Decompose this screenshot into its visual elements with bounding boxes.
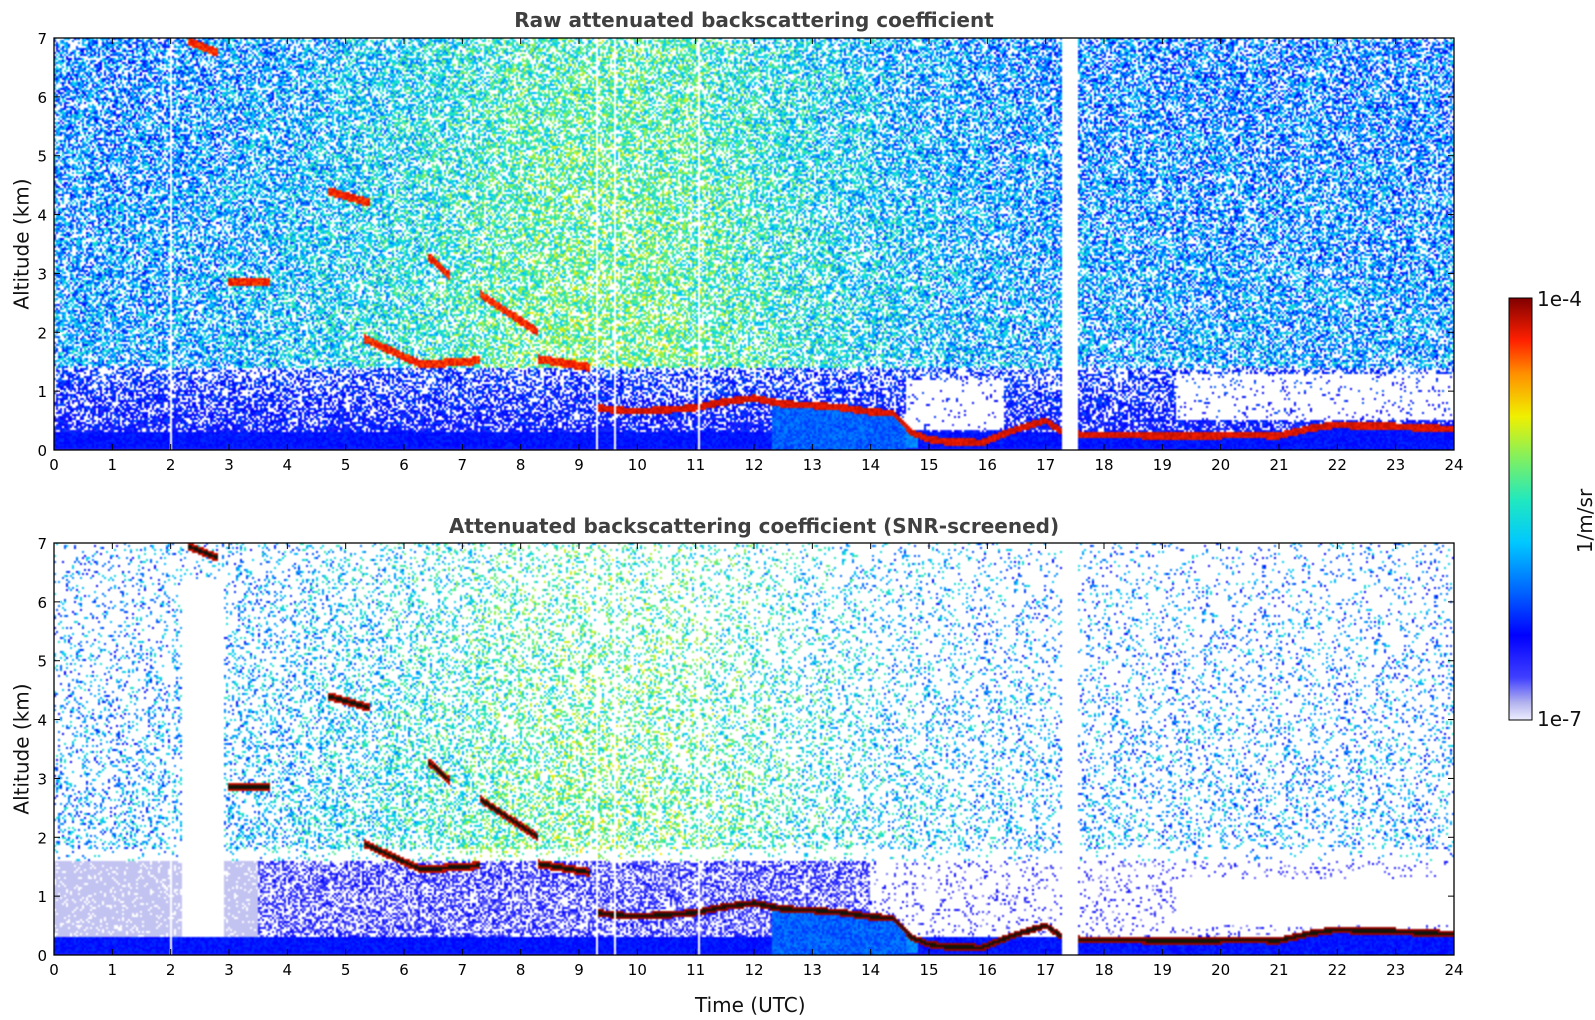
snr-x-tick-label: 9	[574, 961, 584, 979]
raw-y-tick-label: 3	[37, 265, 47, 283]
raw-x-tick-label: 8	[516, 456, 526, 474]
raw-y-tick-label: 7	[37, 30, 47, 48]
raw-x-tick-label: 12	[744, 456, 763, 474]
snr-x-tick-label: 20	[1211, 961, 1230, 979]
raw-y-tick-label: 6	[37, 89, 47, 107]
raw-x-tick-label: 3	[224, 456, 234, 474]
raw-x-tick-label: 9	[574, 456, 584, 474]
snr-y-tick-label: 5	[37, 653, 47, 671]
raw-axes: 0 1 2 3 4 5 6 7 8 9 10 11 12 13 14 15 16 17 18 19 20 21 22 23 24…	[37, 30, 1463, 474]
raw-y-axis-label: Altitude (km)	[9, 178, 34, 310]
snr-x-tick-label: 15	[919, 961, 938, 979]
raw-x-tick-label: 13	[803, 456, 822, 474]
snr-y-tick-label: 1	[37, 888, 47, 906]
snr-x-tick-label: 6	[399, 961, 409, 979]
raw-x-tick-label: 7	[458, 456, 468, 474]
snr-x-tick-label: 22	[1328, 961, 1347, 979]
raw-backscatter-panel: 0 1 2 3 4 5 6 7 8 9 10 11 12 13 14 15 16 17 18 19 20 21 22 23 24…	[37, 30, 1463, 474]
raw-x-tick-label: 2	[166, 456, 176, 474]
snr-x-tick-label: 7	[458, 961, 468, 979]
snr-x-tick-label: 5	[341, 961, 351, 979]
raw-x-tick-label: 5	[341, 456, 351, 474]
snr-x-tick-label: 3	[224, 961, 234, 979]
raw-x-tick-label: 23	[1386, 456, 1405, 474]
raw-x-tick-label: 6	[399, 456, 409, 474]
snr-x-tick-label: 10	[628, 961, 647, 979]
snr-x-tick-label: 1	[108, 961, 118, 979]
colorbar-max-label: 1e-4	[1537, 287, 1582, 311]
raw-y-tick-label: 2	[37, 324, 47, 342]
snr-screened-panel: 0 1 2 3 4 5 6 7 8 9 10 11 12 13 14 15 16 17 18 19 20 21 22 23 24…	[37, 535, 1463, 979]
raw-x-tick-label: 16	[978, 456, 997, 474]
raw-x-tick-label: 19	[1153, 456, 1172, 474]
snr-panel-title: Attenuated backscattering coefficient (S…	[448, 514, 1060, 538]
snr-x-tick-label: 23	[1386, 961, 1405, 979]
snr-y-tick-label: 2	[37, 829, 47, 847]
snr-x-tick-label: 2	[166, 961, 176, 979]
raw-x-tick-label: 18	[1094, 456, 1113, 474]
snr-y-tick-label: 7	[37, 535, 47, 553]
snr-x-tick-label: 11	[686, 961, 705, 979]
snr-x-tick-label: 8	[516, 961, 526, 979]
snr-heatmap	[54, 543, 1454, 955]
raw-x-tick-label: 14	[861, 456, 880, 474]
snr-x-tick-label: 17	[1036, 961, 1055, 979]
snr-x-tick-label: 12	[744, 961, 763, 979]
raw-y-tick-label: 5	[37, 148, 47, 166]
raw-heatmap	[54, 38, 1454, 450]
colorbar-gradient	[1508, 297, 1533, 721]
raw-panel-title: Raw attenuated backscattering coefficien…	[514, 8, 994, 32]
snr-x-tick-label: 16	[978, 961, 997, 979]
snr-x-tick-label: 24	[1444, 961, 1463, 979]
snr-x-tick-label: 14	[861, 961, 880, 979]
colorbar	[1508, 297, 1533, 721]
snr-x-tick-label: 0	[49, 961, 59, 979]
colorbar-unit-label: 1/m/sr	[1573, 488, 1595, 554]
snr-y-tick-label: 6	[37, 594, 47, 612]
raw-y-tick-label: 0	[37, 442, 47, 460]
raw-x-tick-label: 17	[1036, 456, 1055, 474]
raw-x-tick-label: 10	[628, 456, 647, 474]
snr-y-axis-label: Altitude (km)	[9, 683, 34, 815]
raw-y-tick-label: 4	[37, 207, 47, 225]
snr-x-tick-label: 4	[283, 961, 293, 979]
snr-x-tick-label: 21	[1269, 961, 1288, 979]
snr-heatmap-image	[54, 543, 1454, 955]
raw-x-tick-label: 15	[919, 456, 938, 474]
raw-x-tick-label: 0	[49, 456, 59, 474]
raw-heatmap-image	[54, 38, 1454, 450]
x-axis-label: Time (UTC)	[695, 993, 806, 1017]
snr-y-tick-label: 0	[37, 947, 47, 965]
raw-x-tick-label: 22	[1328, 456, 1347, 474]
snr-axes: 0 1 2 3 4 5 6 7 8 9 10 11 12 13 14 15 16 17 18 19 20 21 22 23 24…	[37, 535, 1463, 979]
raw-x-tick-label: 21	[1269, 456, 1288, 474]
snr-x-tick-label: 13	[803, 961, 822, 979]
raw-x-tick-label: 11	[686, 456, 705, 474]
snr-x-tick-label: 19	[1153, 961, 1172, 979]
colorbar-min-label: 1e-7	[1537, 707, 1582, 731]
snr-x-tick-label: 18	[1094, 961, 1113, 979]
raw-x-tick-label: 20	[1211, 456, 1230, 474]
raw-x-tick-label: 4	[283, 456, 293, 474]
raw-y-tick-label: 1	[37, 383, 47, 401]
raw-x-tick-label: 24	[1444, 456, 1463, 474]
snr-y-tick-label: 4	[37, 712, 47, 730]
snr-y-tick-label: 3	[37, 770, 47, 788]
raw-x-tick-label: 1	[108, 456, 118, 474]
